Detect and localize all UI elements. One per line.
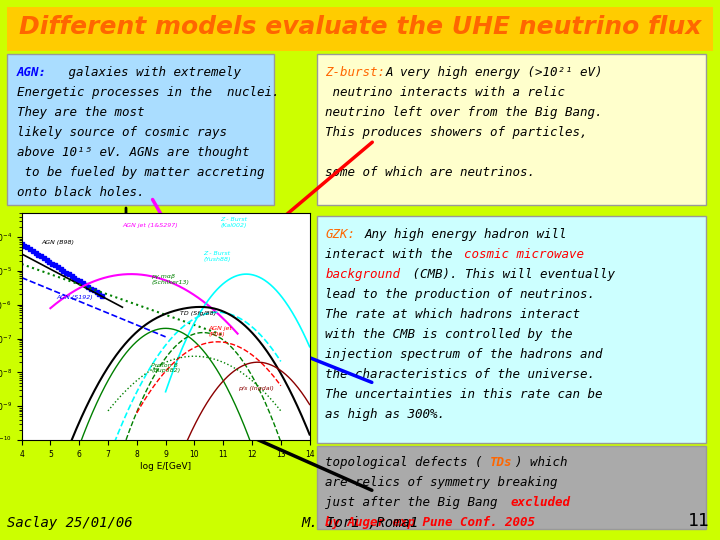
Text: excluded: excluded — [510, 496, 570, 509]
Text: AGN (S192): AGN (S192) — [56, 295, 93, 300]
FancyBboxPatch shape — [317, 216, 706, 443]
Text: p/s (Ingdal): p/s (Ingdal) — [238, 386, 274, 391]
Text: likely source of cosmic rays: likely source of cosmic rays — [17, 126, 227, 139]
Text: This produces showers of particles,: This produces showers of particles, — [325, 126, 588, 139]
Text: background: background — [325, 268, 400, 281]
Text: ) which: ) which — [515, 456, 567, 469]
Text: just after the Big Bang: just after the Big Bang — [325, 496, 505, 509]
Text: interact with the: interact with the — [325, 248, 461, 261]
Text: the characteristics of the universe.: the characteristics of the universe. — [325, 368, 595, 381]
Text: as high as 300%.: as high as 300%. — [325, 408, 446, 421]
Text: The rate at which hadrons interact: The rate at which hadrons interact — [325, 308, 580, 321]
FancyBboxPatch shape — [317, 54, 706, 205]
Text: neutrino left over from the Big Bang.: neutrino left over from the Big Bang. — [325, 106, 603, 119]
Text: by Auger exp Pune Conf. 2005: by Auger exp Pune Conf. 2005 — [325, 516, 536, 529]
Text: They are the most: They are the most — [17, 106, 144, 119]
Text: are relics of symmetry breaking: are relics of symmetry breaking — [325, 476, 558, 489]
Text: galaxies with extremely: galaxies with extremely — [61, 66, 241, 79]
Text: Saclay 25/01/06: Saclay 25/01/06 — [7, 516, 132, 530]
Text: M. Iori ,Roma1: M. Iori ,Roma1 — [302, 516, 418, 530]
X-axis label: log E/[GeV]: log E/[GeV] — [140, 462, 192, 470]
Text: The uncertainties in this rate can be: The uncertainties in this rate can be — [325, 388, 603, 401]
Text: Z - Burst
(Kal002): Z - Burst (Kal002) — [220, 217, 248, 228]
Text: Any high energy hadron will: Any high energy hadron will — [365, 228, 567, 241]
Text: TDs: TDs — [490, 456, 512, 469]
Text: neutrino interacts with a relic: neutrino interacts with a relic — [325, 86, 565, 99]
Text: Z-burst:: Z-burst: — [325, 66, 385, 79]
Text: with the CMB is controlled by the: with the CMB is controlled by the — [325, 328, 573, 341]
Text: AGN jet
(P06): AGN jet (P06) — [209, 326, 233, 337]
Text: (CMB). This will eventually: (CMB). This will eventually — [405, 268, 615, 281]
FancyBboxPatch shape — [7, 7, 713, 51]
Text: AGN (B98): AGN (B98) — [42, 240, 75, 246]
Text: cosmic microwave: cosmic microwave — [464, 248, 584, 261]
Text: above 10¹⁵ eV. AGNs are thought: above 10¹⁵ eV. AGNs are thought — [17, 146, 249, 159]
Text: topological defects (: topological defects ( — [325, 456, 483, 469]
Text: 11: 11 — [688, 512, 709, 530]
Text: Energetic processes in the  nuclei.: Energetic processes in the nuclei. — [17, 86, 279, 99]
FancyBboxPatch shape — [7, 54, 274, 205]
Text: pγ,mαβ
(Schilker13): pγ,mαβ (Schilker13) — [151, 274, 189, 285]
Text: Proton B
(Bup382): Proton B (Bup382) — [151, 362, 181, 373]
Text: TD (Sfg/88): TD (Sfg/88) — [180, 311, 216, 316]
Text: injection spectrum of the hadrons and: injection spectrum of the hadrons and — [325, 348, 603, 361]
Text: to be fueled by matter accreting: to be fueled by matter accreting — [17, 166, 264, 179]
Text: Z - Burst
(Yush88): Z - Burst (Yush88) — [203, 251, 230, 261]
Text: AGN jet (1&S297): AGN jet (1&S297) — [122, 223, 178, 228]
Text: onto black holes.: onto black holes. — [17, 186, 144, 199]
FancyBboxPatch shape — [317, 446, 706, 529]
Text: some of which are neutrinos.: some of which are neutrinos. — [325, 166, 536, 179]
Text: lead to the production of neutrinos.: lead to the production of neutrinos. — [325, 288, 595, 301]
Text: A very high energy (>10²¹ eV): A very high energy (>10²¹ eV) — [385, 66, 603, 79]
Text: Different models evaluate the UHE neutrino flux: Different models evaluate the UHE neutri… — [19, 15, 701, 39]
Text: GZK:: GZK: — [325, 228, 356, 241]
Text: AGN:: AGN: — [17, 66, 47, 79]
